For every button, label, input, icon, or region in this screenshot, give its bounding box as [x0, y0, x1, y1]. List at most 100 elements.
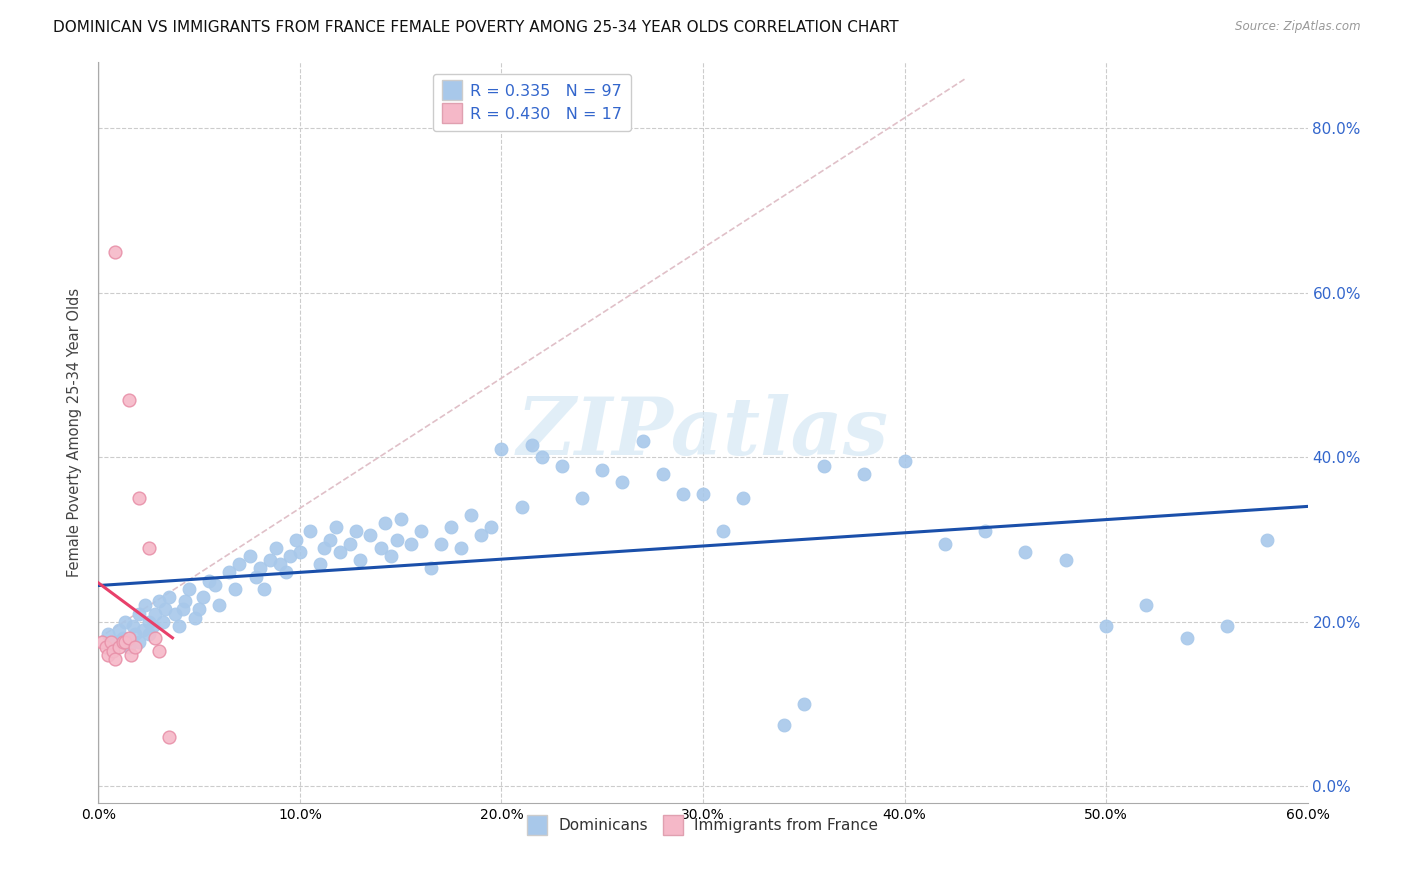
Point [107, 623, 129, 637]
Point [631, 434, 654, 448]
Point [1216, 619, 1239, 633]
Point [111, 632, 134, 646]
Point [184, 611, 207, 625]
Point [692, 487, 714, 501]
Point [107, 640, 129, 654]
Point [934, 536, 956, 550]
Point [114, 635, 136, 649]
Point [103, 244, 125, 259]
Point [530, 450, 553, 465]
Point [309, 558, 332, 572]
Point [157, 730, 180, 744]
Point [124, 627, 146, 641]
Point [329, 545, 352, 559]
Point [167, 619, 190, 633]
Point [430, 536, 453, 550]
Point [470, 528, 492, 542]
Point [491, 442, 513, 456]
Point [380, 549, 402, 563]
Point [460, 508, 482, 522]
Point [269, 558, 291, 572]
Point [481, 520, 503, 534]
Point [138, 615, 160, 629]
Point [672, 487, 695, 501]
Text: Source: ZipAtlas.com: Source: ZipAtlas.com [1236, 20, 1361, 33]
Point [1135, 599, 1157, 613]
Point [111, 635, 134, 649]
Point [374, 516, 396, 530]
Point [128, 491, 150, 506]
Point [228, 558, 250, 572]
Text: DOMINICAN VS IMMIGRANTS FROM FRANCE FEMALE POVERTY AMONG 25-34 YEAR OLDS CORRELA: DOMINICAN VS IMMIGRANTS FROM FRANCE FEMA… [53, 20, 898, 35]
Point [163, 607, 186, 621]
Point [138, 541, 160, 555]
Point [118, 392, 141, 407]
Point [188, 602, 211, 616]
Point [124, 640, 146, 654]
Point [510, 500, 533, 514]
Point [103, 635, 125, 649]
Point [97, 627, 120, 641]
Point [245, 569, 267, 583]
Point [349, 553, 371, 567]
Point [274, 566, 297, 580]
Point [571, 491, 593, 506]
Point [853, 467, 876, 481]
Point [344, 524, 367, 539]
Point [314, 541, 336, 555]
Point [772, 717, 794, 731]
Point [1014, 545, 1036, 559]
Point [218, 566, 240, 580]
Legend: Dominicans, Immigrants from France: Dominicans, Immigrants from France [522, 813, 884, 839]
Point [143, 632, 166, 646]
Point [91, 635, 114, 649]
Point [288, 545, 311, 559]
Point [551, 458, 574, 473]
Point [264, 541, 287, 555]
Point [399, 536, 422, 550]
Point [420, 561, 443, 575]
Y-axis label: Female Poverty Among 25-34 Year Olds: Female Poverty Among 25-34 Year Olds [67, 288, 83, 577]
Point [319, 533, 342, 547]
Point [172, 602, 194, 616]
Point [128, 607, 150, 621]
Text: ZIPatlas: ZIPatlas [517, 394, 889, 471]
Point [103, 652, 125, 666]
Point [198, 574, 221, 588]
Point [204, 578, 226, 592]
Point [101, 643, 124, 657]
Point [249, 561, 271, 575]
Point [409, 524, 432, 539]
Point [385, 533, 408, 547]
Point [132, 623, 155, 637]
Point [100, 635, 122, 649]
Point [259, 553, 281, 567]
Point [711, 524, 734, 539]
Point [651, 467, 673, 481]
Point [325, 520, 347, 534]
Point [120, 648, 142, 662]
Point [389, 512, 412, 526]
Point [1175, 632, 1198, 646]
Point [128, 635, 150, 649]
Point [813, 458, 835, 473]
Point [733, 491, 755, 506]
Point [284, 533, 307, 547]
Point [299, 524, 322, 539]
Point [440, 520, 463, 534]
Point [974, 524, 997, 539]
Point [157, 590, 180, 604]
Point [193, 590, 215, 604]
Point [174, 594, 197, 608]
Point [143, 607, 166, 621]
Point [142, 619, 165, 633]
Point [450, 541, 472, 555]
Point [134, 599, 156, 613]
Point [520, 438, 543, 452]
Point [121, 619, 143, 633]
Point [118, 632, 141, 646]
Point [148, 643, 170, 657]
Point [179, 582, 201, 596]
Point [118, 640, 141, 654]
Point [153, 602, 176, 616]
